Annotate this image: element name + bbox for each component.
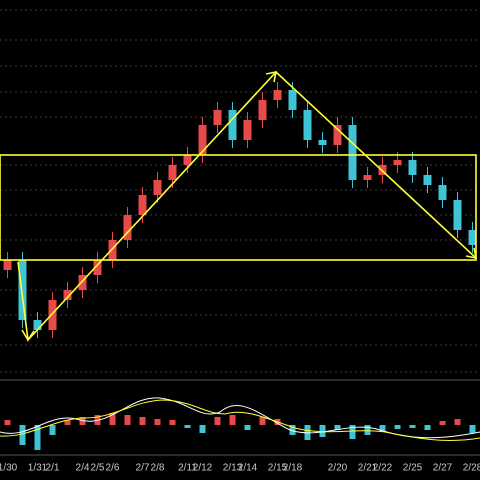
candle-body <box>363 175 372 180</box>
histogram-bar <box>4 420 11 425</box>
x-tick-label: 2/8 <box>151 463 165 474</box>
candle-body <box>93 260 102 275</box>
candle-body <box>138 195 147 215</box>
candle-body <box>318 140 327 145</box>
histogram-bar <box>214 417 221 425</box>
histogram-bar <box>244 425 251 430</box>
x-tick-label: 2/1 <box>46 463 60 474</box>
candle-body <box>333 125 342 145</box>
x-tick-label: 2/22 <box>373 463 393 474</box>
histogram-bar <box>184 425 191 428</box>
x-tick-label: 2/12 <box>193 463 213 474</box>
x-tick-label: 2/25 <box>403 463 423 474</box>
candle-body <box>423 175 432 185</box>
histogram-bar <box>64 420 71 425</box>
candle-body <box>18 260 27 320</box>
candle-body <box>213 110 222 125</box>
x-tick-label: 2/6 <box>106 463 120 474</box>
histogram-bar <box>424 425 431 430</box>
x-tick-label: 2/5 <box>91 463 105 474</box>
histogram-bar <box>289 425 296 435</box>
x-tick-label: 2/20 <box>328 463 348 474</box>
x-tick-label: 1/30 <box>0 463 18 474</box>
range-box <box>0 154 477 261</box>
histogram-bar <box>454 419 461 425</box>
candle-body <box>228 110 237 140</box>
candle-body <box>33 320 42 330</box>
histogram-bar <box>409 425 416 428</box>
histogram-bar <box>394 425 401 429</box>
candle-body <box>288 90 297 110</box>
arrow-head <box>465 247 478 260</box>
histogram-bar <box>19 425 26 445</box>
x-tick-label: 1/31 <box>28 463 48 474</box>
histogram-bar <box>109 413 116 425</box>
x-tick-label: 2/11 <box>178 463 197 474</box>
grid <box>0 9 480 456</box>
histogram-bar <box>379 425 386 431</box>
histogram-bar <box>169 420 176 425</box>
histogram-bar <box>349 425 356 439</box>
arrow-head <box>21 329 35 342</box>
histogram-bar <box>154 419 161 425</box>
histogram-bar <box>319 425 326 437</box>
trend-zigzag <box>17 70 477 342</box>
histogram-bar <box>259 417 266 425</box>
candle-body <box>348 125 357 180</box>
histogram-bar <box>334 425 341 430</box>
x-tick-label: 2/27 <box>433 463 453 474</box>
candle-body <box>273 90 282 100</box>
candle-body <box>408 160 417 175</box>
candle-body <box>183 155 192 165</box>
candle-body <box>243 120 252 140</box>
x-tick-label: 2/4 <box>76 463 90 474</box>
histogram-bar <box>49 425 56 435</box>
x-tick-label: 2/28 <box>463 463 480 474</box>
candles <box>3 82 477 338</box>
candle-body <box>63 290 72 300</box>
histogram-bar <box>34 425 41 450</box>
macd-line <box>0 397 480 439</box>
histogram-bar <box>199 425 206 433</box>
histogram-bar <box>229 415 236 425</box>
candle-body <box>108 240 117 260</box>
macd-histogram <box>4 413 476 450</box>
candle-body <box>438 185 447 200</box>
candle-body <box>78 275 87 290</box>
signal-line <box>0 399 480 441</box>
histogram-bar <box>124 415 131 425</box>
histogram-bar <box>139 417 146 425</box>
x-tick-label: 2/14 <box>238 463 258 474</box>
histogram-bar <box>439 421 446 425</box>
candle-body <box>48 300 57 330</box>
x-tick-label: 2/18 <box>283 463 303 474</box>
x-tick-label: 2/13 <box>223 463 243 474</box>
candle-body <box>258 100 267 120</box>
candle-body <box>153 180 162 195</box>
candle-body <box>168 165 177 180</box>
candle-body <box>468 230 477 245</box>
histogram-bar <box>364 425 371 435</box>
candle-body <box>198 125 207 155</box>
x-axis: 1/30 1/312/1 2/4 2/5 2/6 2/7 2/8 2/112/12 2/132/… <box>0 463 480 474</box>
candle-body <box>453 200 462 230</box>
candle-body <box>393 160 402 165</box>
annotations <box>0 70 478 342</box>
histogram-bar <box>469 425 476 433</box>
candle-body <box>123 215 132 240</box>
x-tick-label: 2/21 <box>358 463 378 474</box>
x-tick-label: 2/15 <box>268 463 288 474</box>
candle-body <box>303 110 312 140</box>
x-tick-label: 2/7 <box>136 463 150 474</box>
candle-body <box>3 260 12 270</box>
arrow-head <box>265 70 278 83</box>
macd-lines <box>0 397 480 441</box>
